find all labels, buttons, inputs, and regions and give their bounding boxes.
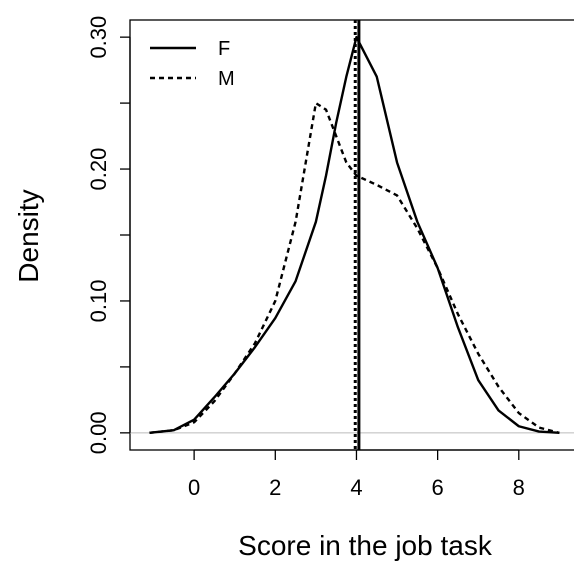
y-tick-label: 0.00	[86, 411, 111, 454]
legend-label: F	[218, 38, 230, 60]
density-line	[149, 35, 560, 435]
y-tick-label: 0.30	[86, 16, 111, 59]
x-axis-title: Score in the job task	[238, 530, 493, 561]
x-tick-label: 2	[269, 475, 281, 500]
y-axis-title: Density	[13, 189, 44, 282]
plot-frame	[129, 19, 574, 451]
density-line	[149, 101, 560, 435]
legend-label: M	[218, 68, 235, 90]
x-tick-label: 4	[350, 475, 362, 500]
x-tick-label: 6	[432, 475, 444, 500]
y-tick-label: 0.20	[86, 148, 111, 191]
x-tick-label: 8	[513, 475, 525, 500]
y-tick-label: 0.10	[86, 280, 111, 323]
x-tick-label: 0	[188, 475, 200, 500]
